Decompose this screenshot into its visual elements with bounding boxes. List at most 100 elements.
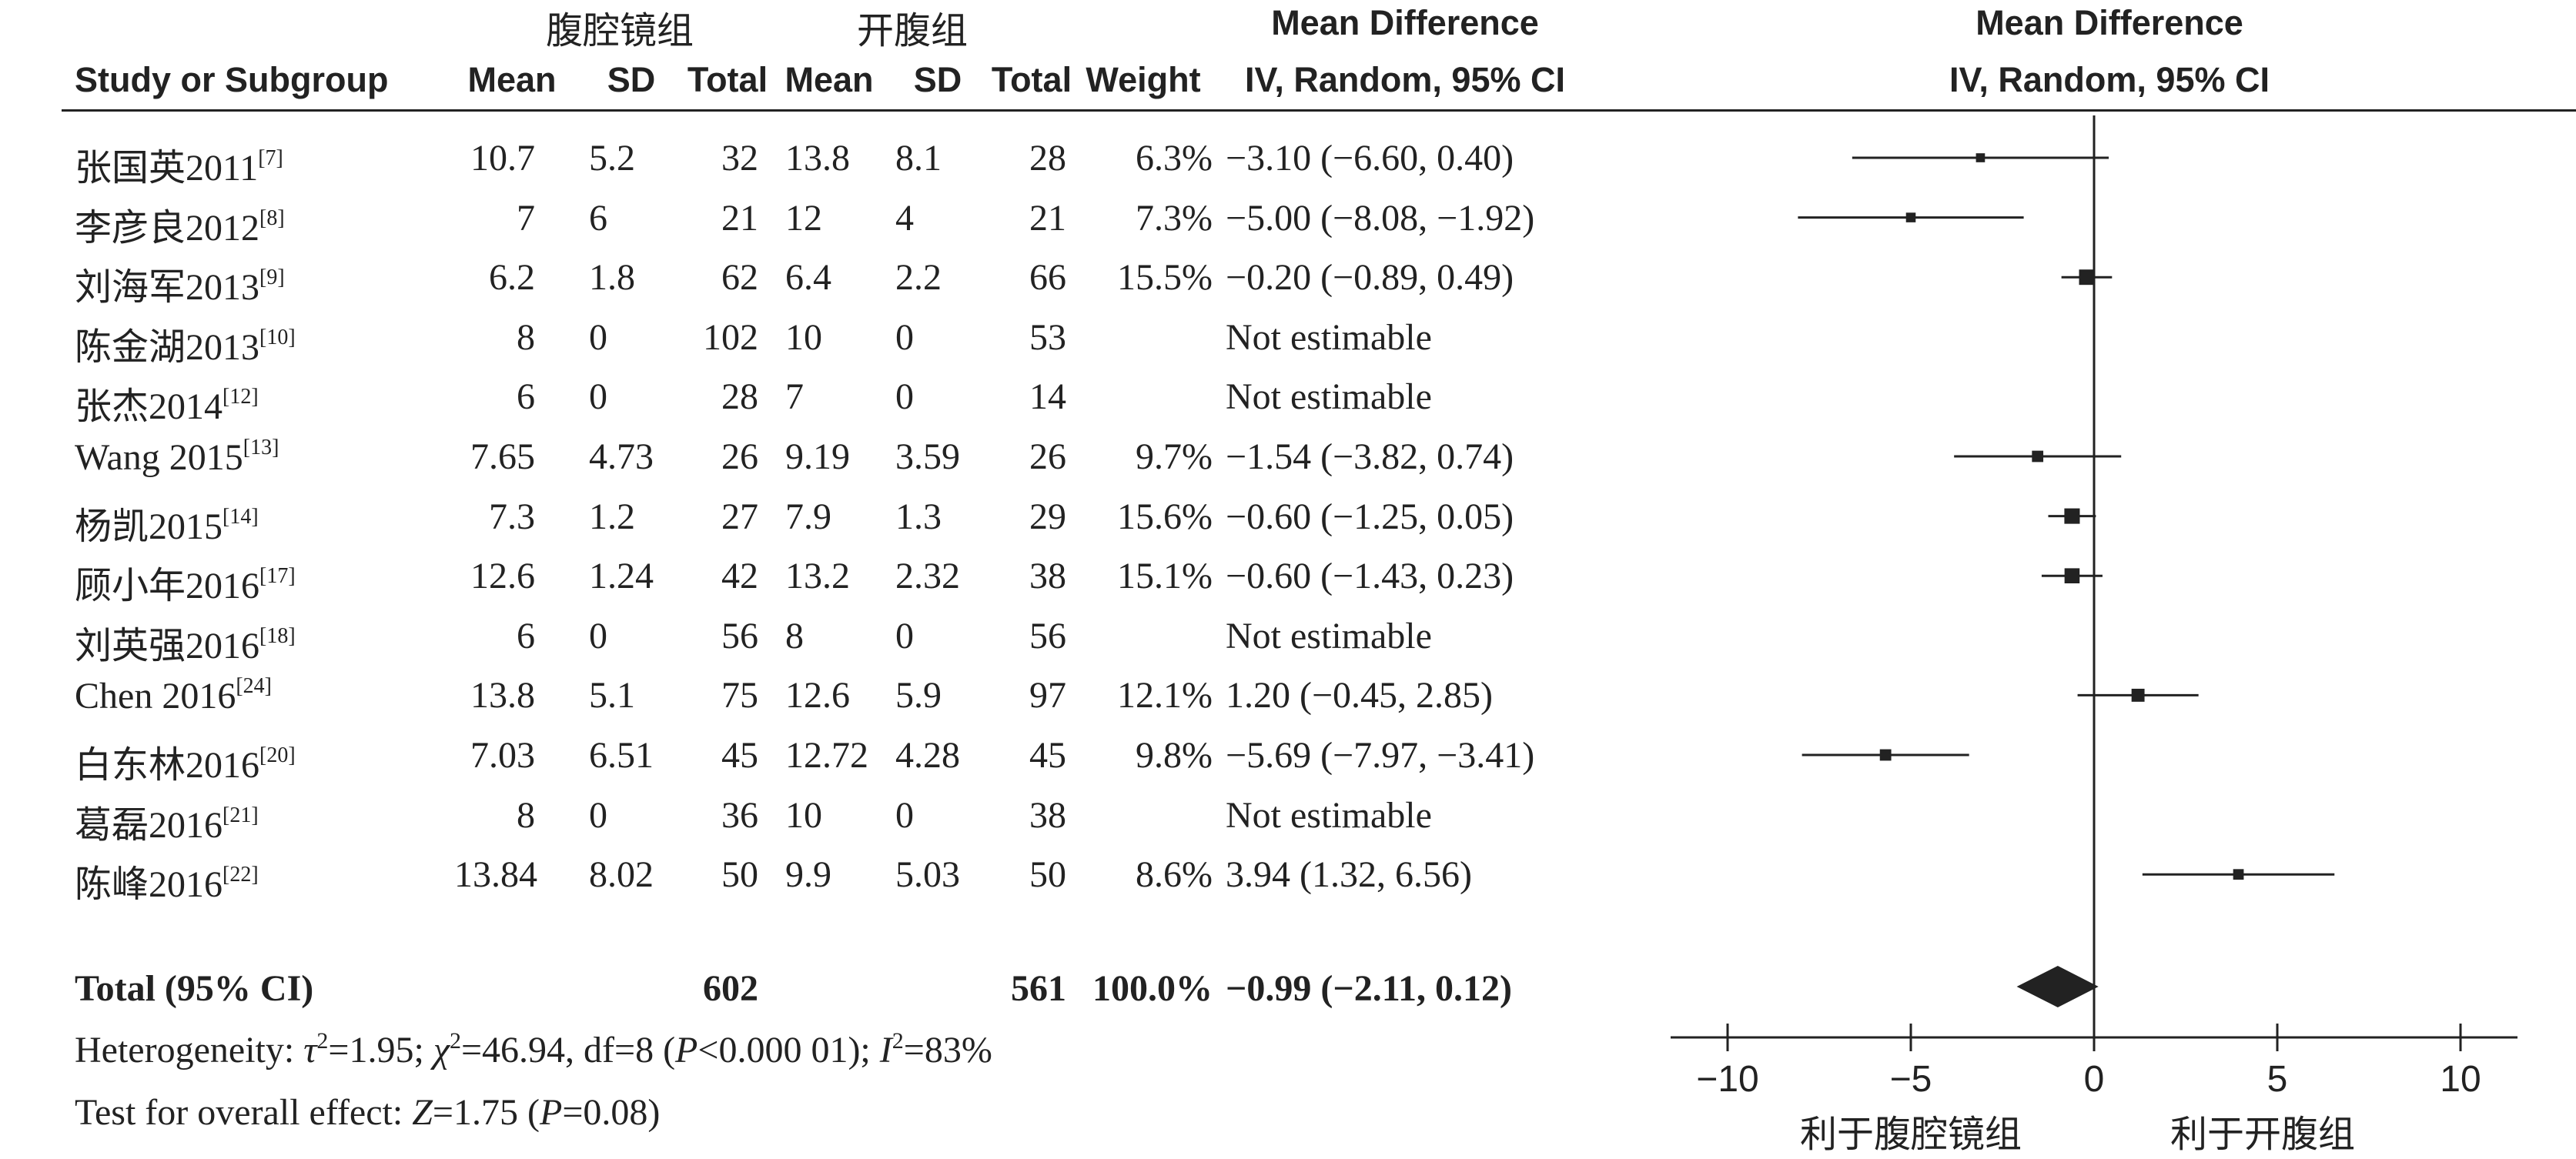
cell-mean2: 10 bbox=[785, 316, 822, 358]
study-reference: [10] bbox=[259, 325, 296, 349]
cell-total1: 27 bbox=[721, 496, 758, 537]
cell-effect-ci: −3.10 (−6.60, 0.40) bbox=[1226, 138, 1514, 179]
overall-p-symbol: P bbox=[539, 1092, 563, 1133]
cell-total2: 28 bbox=[1029, 138, 1066, 179]
cell-total1: 26 bbox=[721, 436, 758, 477]
cell-total2: 38 bbox=[1029, 794, 1066, 836]
study-point-estimate bbox=[1975, 153, 1986, 162]
cell-sd1: 6.51 bbox=[589, 735, 654, 776]
cell-sd1: 5.1 bbox=[589, 675, 635, 716]
column-header-sd1: SD bbox=[607, 60, 656, 99]
plot-header-subtitle: IV, Random, 95% CI bbox=[1949, 60, 2270, 99]
cell-mean2: 12 bbox=[785, 197, 822, 239]
favours-left-label: 利于腹腔镜组 bbox=[1800, 1113, 2022, 1156]
study-name-text: 葛磊2016 bbox=[75, 804, 223, 846]
cell-total2: 21 bbox=[1029, 197, 1066, 239]
cell-total2: 97 bbox=[1029, 675, 1066, 716]
group-header-experimental: 腹腔镜组 bbox=[545, 9, 694, 52]
x-axis-tick-label: 5 bbox=[2267, 1059, 2288, 1100]
i-symbol: I bbox=[879, 1030, 892, 1070]
cell-weight: 15.1% bbox=[1117, 556, 1213, 597]
cell-mean2: 9.9 bbox=[785, 854, 831, 896]
i-value: =83% bbox=[903, 1030, 992, 1070]
study-reference: [21] bbox=[222, 803, 259, 827]
study-reference: [9] bbox=[259, 266, 285, 290]
cell-weight: 6.3% bbox=[1136, 138, 1213, 179]
cell-mean1: 7.3 bbox=[489, 496, 535, 537]
study-name-text: Wang 2015 bbox=[75, 437, 243, 478]
cell-weight: 12.1% bbox=[1117, 675, 1213, 716]
cell-total1: 28 bbox=[721, 376, 758, 418]
cell-sd2: 2.2 bbox=[895, 257, 942, 299]
column-header-study: Study or Subgroup bbox=[75, 60, 389, 99]
chi-squared: 2 bbox=[449, 1028, 461, 1054]
cell-mean1: 7 bbox=[517, 197, 535, 239]
cell-total2: 50 bbox=[1029, 854, 1066, 896]
study-name: 陈金湖2013[10] bbox=[75, 316, 296, 370]
study-name: 张国英2011[7] bbox=[75, 137, 283, 191]
cell-effect-ci: −1.54 (−3.82, 0.74) bbox=[1226, 436, 1514, 477]
column-header-effect: IV, Random, 95% CI bbox=[1245, 60, 1565, 99]
study-name: 陈峰2016[22] bbox=[75, 853, 259, 907]
study-point-estimate bbox=[2131, 688, 2145, 702]
study-reference: [12] bbox=[222, 385, 259, 409]
cell-sd1: 0 bbox=[589, 316, 607, 358]
cell-total1: 56 bbox=[721, 615, 758, 656]
cell-sd2: 4.28 bbox=[895, 735, 960, 776]
cell-mean2: 13.2 bbox=[785, 556, 850, 597]
cell-sd1: 0 bbox=[589, 615, 607, 656]
chi-symbol: χ bbox=[433, 1030, 450, 1070]
cell-effect-ci: Not estimable bbox=[1226, 615, 1432, 656]
cell-total1: 36 bbox=[721, 794, 758, 836]
cell-mean2: 8 bbox=[785, 615, 804, 656]
tau-symbol: τ bbox=[303, 1030, 317, 1070]
tau-value: =1.95; bbox=[328, 1030, 433, 1070]
cell-mean1: 6 bbox=[517, 615, 535, 656]
tau-squared: 2 bbox=[316, 1028, 329, 1054]
study-reference: [24] bbox=[236, 674, 272, 699]
cell-total1: 62 bbox=[721, 257, 758, 299]
study-point-estimate bbox=[2032, 450, 2044, 463]
overall-prefix: Test for overall effect: bbox=[75, 1092, 413, 1133]
cell-total2: 38 bbox=[1029, 556, 1066, 597]
study-point-estimate bbox=[2064, 568, 2080, 583]
cell-weight: 8.6% bbox=[1136, 854, 1213, 896]
cell-sd2: 1.3 bbox=[895, 496, 942, 537]
study-name: 刘英强2016[18] bbox=[75, 615, 296, 669]
cell-sd2: 0 bbox=[895, 615, 914, 656]
cell-mean2: 12.6 bbox=[785, 675, 850, 716]
cell-mean2: 12.72 bbox=[785, 735, 868, 776]
cell-sd2: 0 bbox=[895, 376, 914, 418]
cell-sd1: 0 bbox=[589, 376, 607, 418]
cell-effect-ci: 3.94 (1.32, 6.56) bbox=[1226, 854, 1472, 896]
cell-sd1: 6 bbox=[589, 197, 607, 239]
cell-effect-ci: −0.20 (−0.89, 0.49) bbox=[1226, 257, 1514, 299]
cell-total2: 45 bbox=[1029, 735, 1066, 776]
cell-total2: 14 bbox=[1029, 376, 1066, 418]
overall-effect-line: Test for overall effect: Z=1.75 (P=0.08) bbox=[75, 1091, 660, 1134]
total-weight: 100.0% bbox=[1092, 968, 1213, 1009]
pooled-estimate-diamond bbox=[2016, 966, 2099, 1007]
study-name: 杨凯2015[14] bbox=[75, 496, 259, 549]
study-name: 白东林2016[20] bbox=[75, 734, 296, 788]
study-name-text: 李彦良2012 bbox=[75, 207, 260, 249]
study-name-text: Chen 2016 bbox=[75, 676, 236, 717]
column-header-mean2: Mean bbox=[785, 60, 874, 99]
group-header-control: 开腹组 bbox=[856, 9, 968, 52]
cell-mean2: 13.8 bbox=[785, 138, 850, 179]
study-reference: [8] bbox=[259, 205, 285, 230]
cell-sd1: 1.8 bbox=[589, 257, 635, 299]
header-rule bbox=[62, 109, 2576, 112]
cell-mean1: 8 bbox=[517, 794, 535, 836]
cell-sd2: 2.32 bbox=[895, 556, 960, 597]
study-name: 张杰2014[12] bbox=[75, 376, 259, 429]
cell-mean2: 10 bbox=[785, 794, 822, 836]
cell-sd2: 0 bbox=[895, 794, 914, 836]
cell-mean2: 9.19 bbox=[785, 436, 850, 477]
cell-total1: 102 bbox=[703, 316, 758, 358]
heterogeneity-prefix: Heterogeneity: bbox=[75, 1030, 304, 1070]
cell-total1: 32 bbox=[721, 138, 758, 179]
study-name: 刘海军2013[9] bbox=[75, 256, 285, 310]
cell-total2: 29 bbox=[1029, 496, 1066, 537]
